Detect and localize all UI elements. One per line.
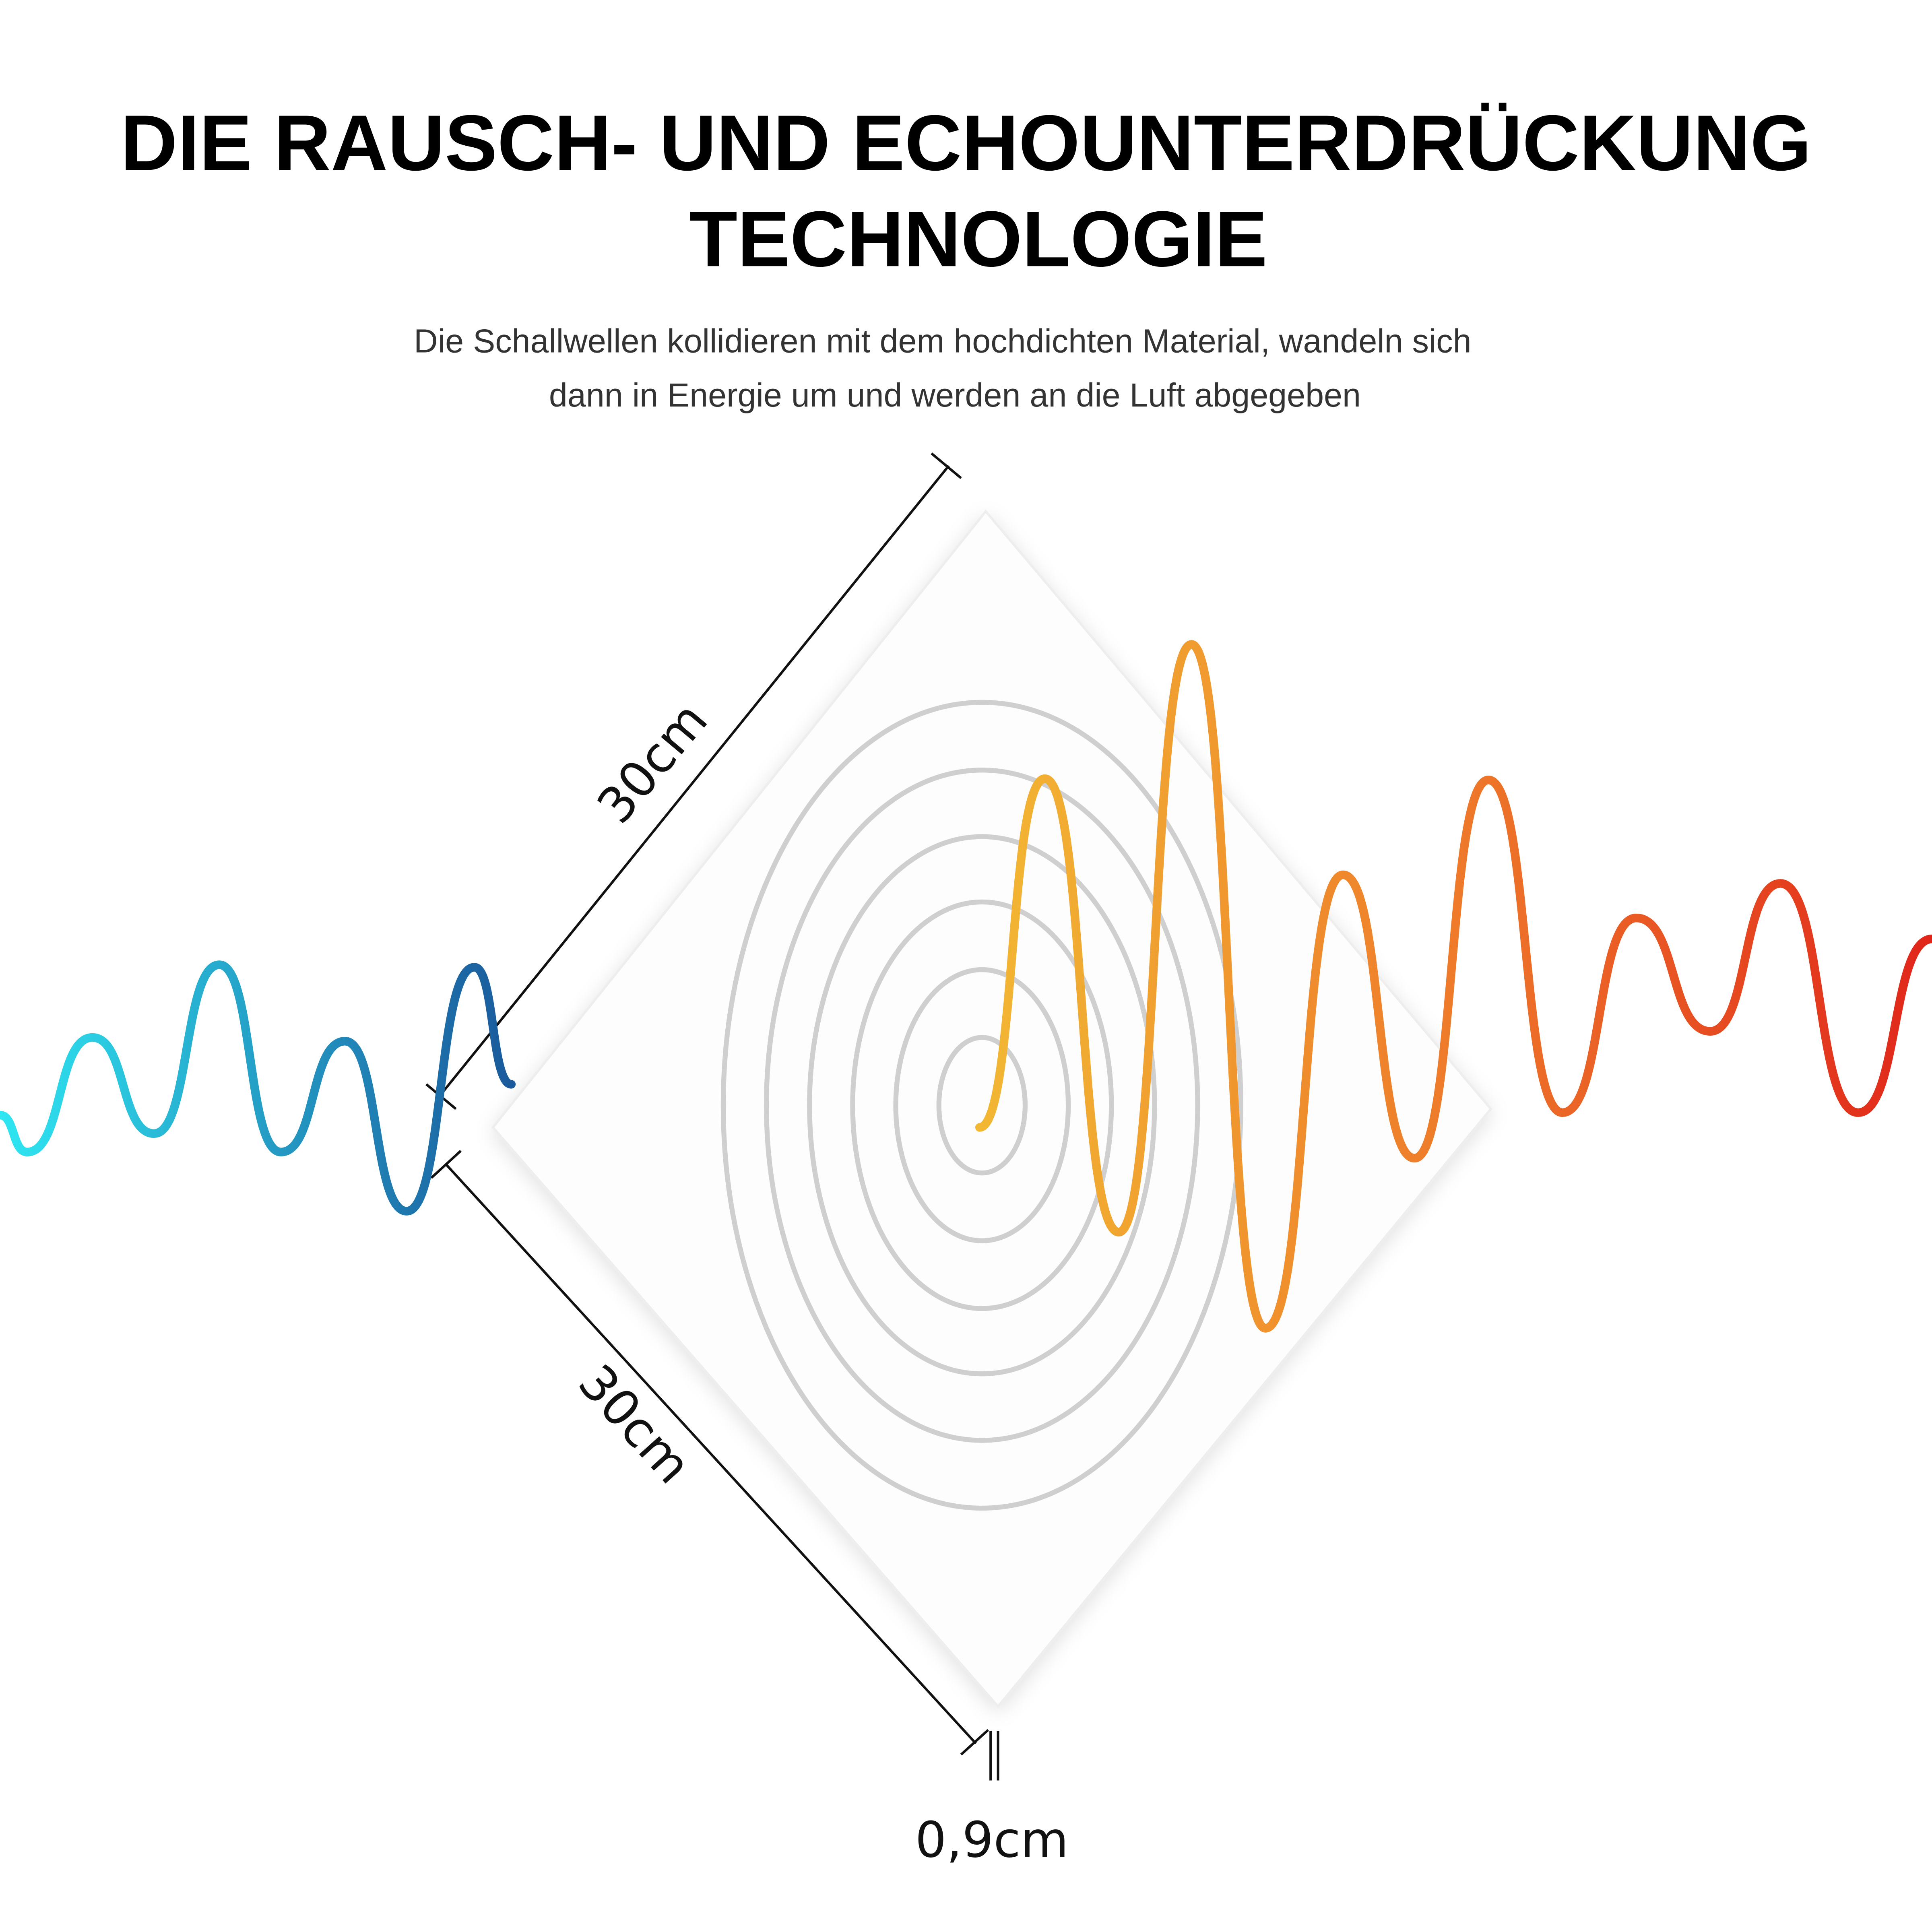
thickness-label: 0,9cm (915, 1811, 1069, 1868)
dimension-lines (425, 452, 999, 1781)
subtitle: dann in Energie um und werden an die Luf… (549, 376, 1361, 414)
subtitle: Die Schallwellen kollidieren mit dem hoc… (414, 322, 1471, 360)
title: TECHNOLOGIE (689, 195, 1267, 283)
outgoing-wave (975, 640, 1932, 1333)
incoming-wave (0, 960, 516, 1216)
rings (720, 700, 1243, 1511)
title: DIE RAUSCH- UND ECHOUNTERDRÜCKUNG (120, 99, 1811, 187)
